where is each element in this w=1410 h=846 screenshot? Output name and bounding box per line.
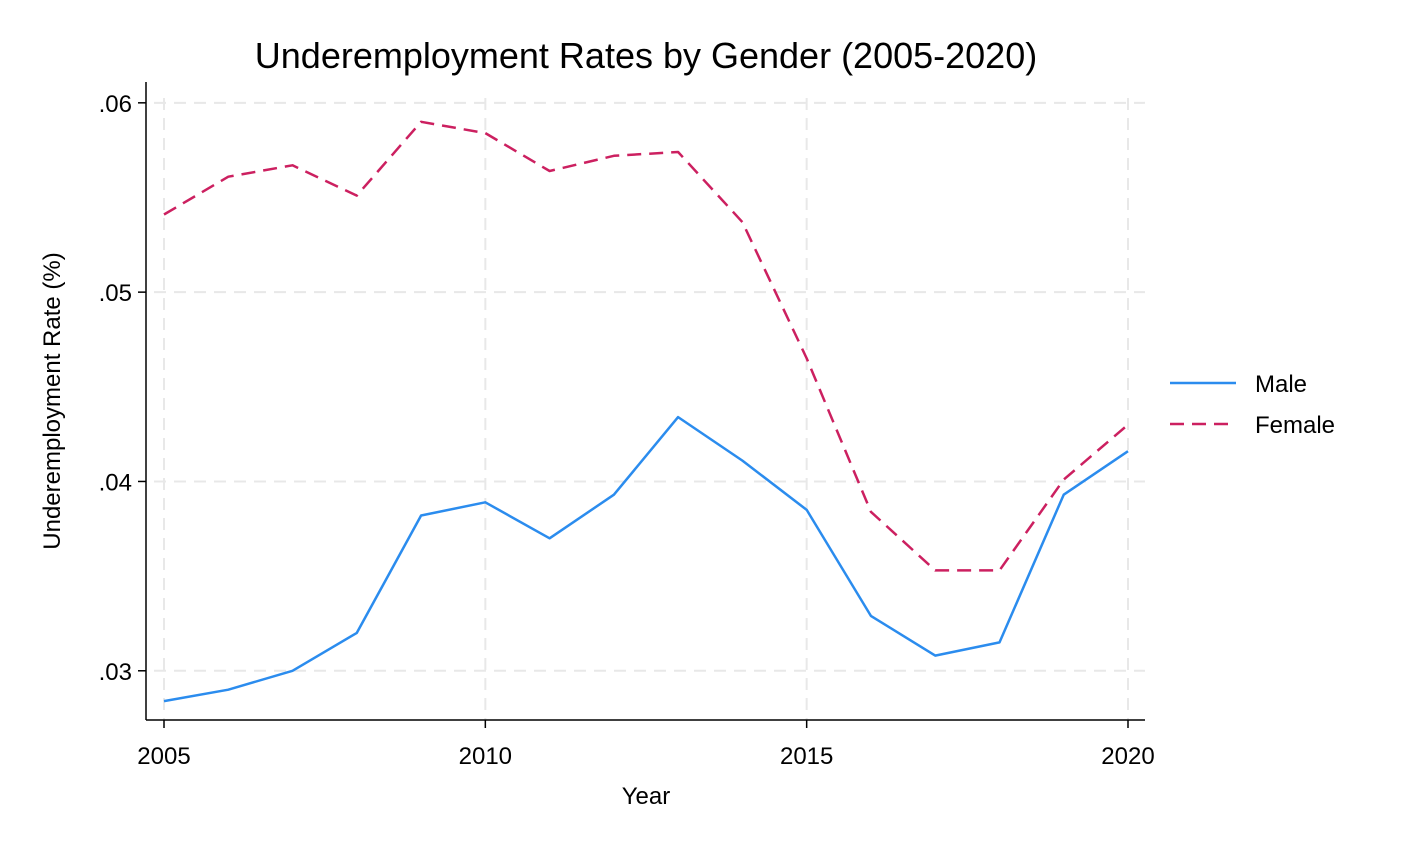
y-tick-label: .04 xyxy=(99,469,132,496)
series-line-male xyxy=(163,415,1129,703)
axes: .03 .04 .05 .06 2005 2010 2015 2020 xyxy=(99,82,1155,770)
legend-label-male: Male xyxy=(1255,371,1307,398)
y-tick-label: .06 xyxy=(99,91,132,118)
y-axis-title: Underemployment Rate (%) xyxy=(39,252,66,549)
x-tick-label: 2020 xyxy=(1101,743,1154,770)
x-tick-label: 2010 xyxy=(459,743,512,770)
x-tick-label: 2005 xyxy=(137,743,190,770)
y-tick-label: .05 xyxy=(99,280,132,307)
y-tick-label: .03 xyxy=(99,659,132,686)
legend-label-female: Female xyxy=(1255,412,1335,439)
chart-title: Underemployment Rates by Gender (2005-20… xyxy=(255,35,1037,76)
grid-lines xyxy=(154,98,1145,720)
series-lines xyxy=(163,120,1129,703)
x-axis-title: Year xyxy=(622,783,671,810)
legend: Male Female xyxy=(1170,371,1335,439)
series-line-female xyxy=(163,120,1129,572)
x-tick-label: 2015 xyxy=(780,743,833,770)
